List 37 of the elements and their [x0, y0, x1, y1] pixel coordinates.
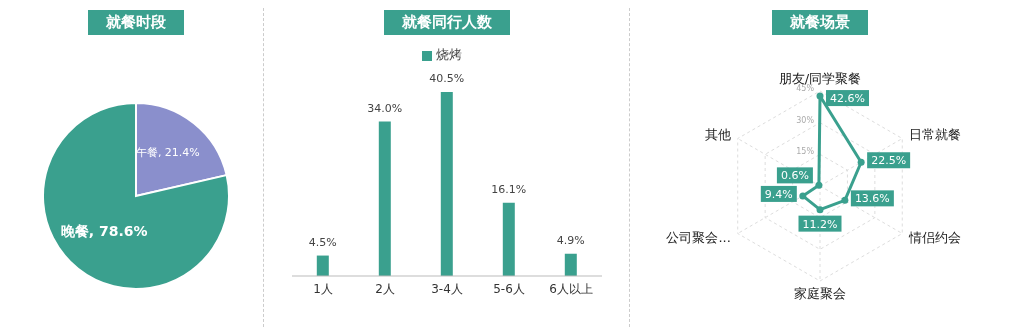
- data-label: 0.6%: [780, 169, 809, 183]
- x-tick-label: 5-6人: [492, 281, 525, 296]
- bar: [316, 255, 329, 276]
- x-tick-label: 6人以上: [548, 281, 593, 296]
- bar: [378, 121, 391, 276]
- spoke-label: 日常就餐: [909, 127, 962, 143]
- spoke-label: 情侣约会: [908, 230, 962, 246]
- chart-title: 就餐场景: [772, 10, 868, 35]
- legend-label: 烧烤: [435, 47, 462, 62]
- data-label: 13.6%: [854, 192, 890, 206]
- data-label: 42.6%: [830, 92, 865, 106]
- chart-title: 就餐时段: [87, 10, 184, 35]
- data-label: 22.5%: [871, 154, 907, 168]
- bar: [502, 202, 515, 276]
- data-label: 9.4%: [764, 187, 793, 201]
- bar: [564, 253, 577, 276]
- spoke-label: 朋友/同学聚餐: [778, 71, 862, 86]
- slice-label: 午餐, 21.4%: [135, 145, 200, 159]
- data-label: 40.5%: [428, 72, 464, 85]
- spoke-label: 公司聚会...: [666, 230, 731, 246]
- data-label: 11.2%: [802, 217, 838, 231]
- x-tick-label: 1人: [312, 281, 333, 296]
- bar: [440, 92, 453, 276]
- chart-title: 就餐同行人数: [383, 10, 510, 35]
- pie-slice: [41, 102, 230, 290]
- data-label: 4.9%: [556, 233, 585, 247]
- spoke-label: 家庭聚会: [794, 286, 846, 302]
- x-tick-label: 2人: [374, 281, 395, 296]
- spoke-label: 其他: [704, 127, 731, 143]
- data-label: 4.5%: [308, 235, 337, 249]
- data-label: 16.1%: [490, 182, 526, 196]
- y-tick-label: 45%: [796, 84, 815, 93]
- y-tick-label: 15%: [796, 147, 815, 157]
- data-label: 34.0%: [366, 101, 402, 115]
- y-tick-label: 30%: [796, 115, 815, 125]
- x-tick-label: 3-4人: [430, 281, 463, 296]
- slice-label: 晚餐, 78.6%: [60, 223, 148, 240]
